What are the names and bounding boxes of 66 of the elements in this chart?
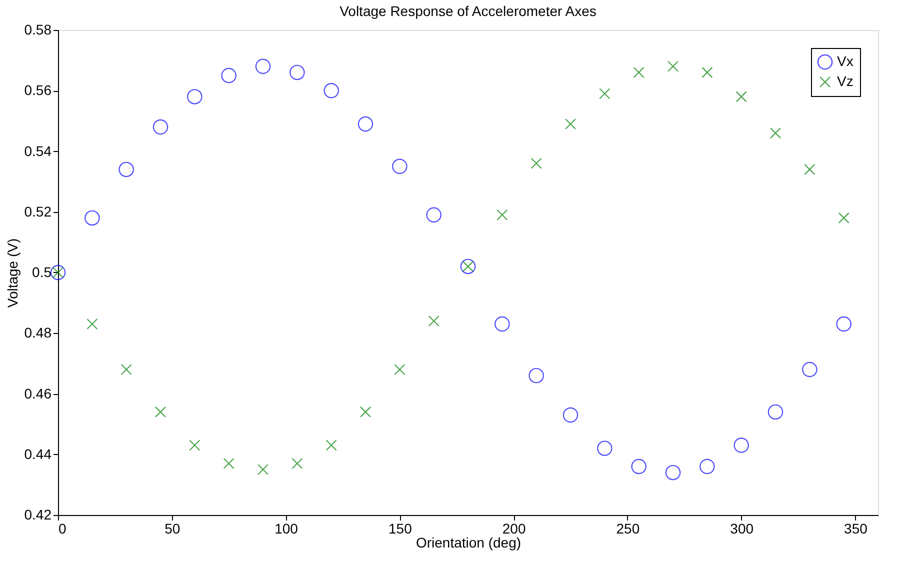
x-tick-label: 100: [274, 520, 298, 536]
point: [118, 162, 134, 178]
point: [221, 68, 236, 84]
point: [631, 458, 646, 474]
point: [702, 66, 713, 78]
y-tick-label: 0.54: [24, 142, 52, 159]
y-tick-label: 0.5: [32, 264, 52, 280]
chart-title: Voltage Response of Accelerometer Axes: [340, 3, 596, 19]
point: [599, 88, 610, 100]
point: [326, 440, 337, 451]
point: [804, 164, 816, 175]
point: [802, 362, 818, 378]
point: [597, 440, 612, 456]
point: [770, 128, 782, 139]
y-tick-label: 0.48: [24, 324, 52, 341]
y-tick-label: 0.46: [24, 385, 52, 402]
legend-label: Vz: [837, 73, 854, 89]
point: [394, 364, 406, 376]
y-tick-label: 0.42: [24, 506, 52, 522]
y-tick-label: 0.44: [24, 446, 52, 462]
point: [392, 158, 408, 174]
y-tick-label: 0.56: [24, 82, 52, 98]
point: [528, 368, 544, 384]
point: [187, 89, 202, 104]
point: [358, 116, 374, 132]
point: [426, 207, 442, 223]
point: [152, 119, 168, 135]
x-tick-label: 200: [502, 520, 526, 536]
point: [120, 364, 132, 376]
point: [700, 458, 715, 474]
point: [324, 83, 339, 98]
point: [530, 158, 542, 169]
x-tick-label: 350: [844, 520, 868, 536]
y-tick-label: 0.58: [24, 22, 52, 38]
point: [494, 316, 510, 332]
y-tick-label: 0.52: [24, 203, 52, 220]
point: [838, 212, 850, 224]
point: [189, 440, 200, 451]
point: [562, 407, 578, 423]
point: [290, 64, 305, 80]
point: [734, 438, 749, 453]
x-tick-label: 250: [616, 520, 640, 536]
point: [768, 404, 784, 420]
point: [736, 91, 747, 102]
y-axis-title: Voltage (V): [4, 238, 20, 308]
point: [428, 315, 440, 327]
point: [257, 464, 269, 476]
point: [564, 118, 576, 130]
point: [292, 458, 303, 470]
point: [665, 464, 681, 480]
x-tick-label: 50: [164, 520, 180, 536]
x-tick-label: 300: [730, 520, 754, 536]
point: [836, 316, 852, 332]
point: [667, 60, 679, 72]
x-tick-label: 0: [58, 520, 66, 536]
point: [496, 209, 508, 220]
point: [360, 406, 372, 418]
point: [86, 318, 98, 330]
point: [154, 406, 166, 418]
point: [255, 58, 271, 74]
point: [84, 210, 100, 226]
point: [223, 458, 234, 470]
x-tick-label: 150: [388, 520, 412, 536]
x-axis-title: Orientation (deg): [416, 534, 522, 550]
legend-label: Vx: [837, 53, 854, 69]
point: [633, 66, 644, 78]
